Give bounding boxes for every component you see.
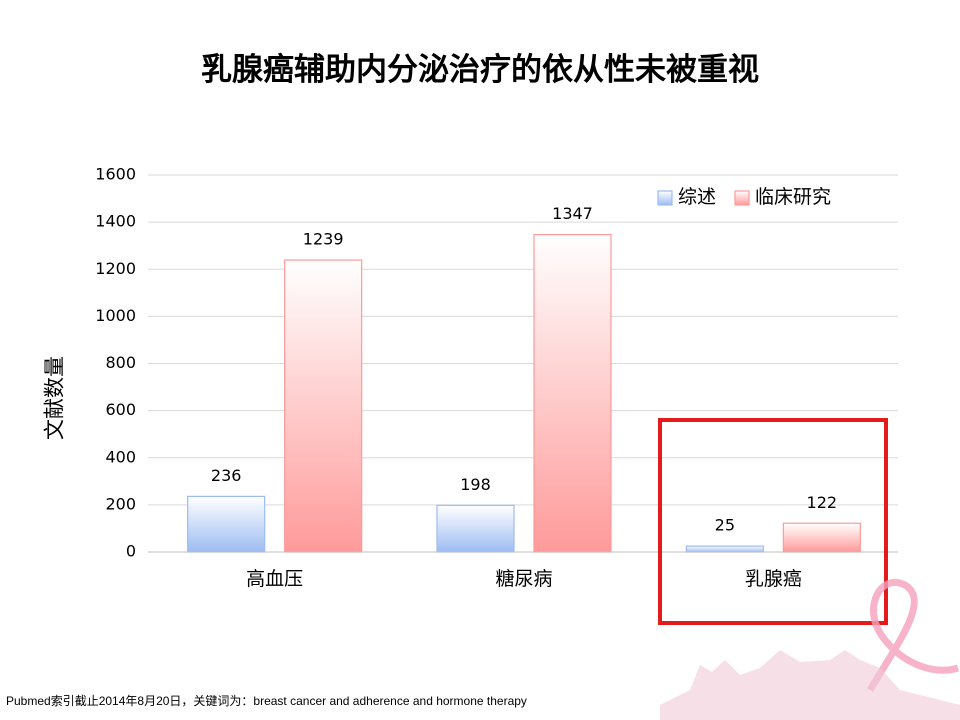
y-tick-label: 800 <box>105 353 136 372</box>
x-tick-label: 糖尿病 <box>495 568 552 590</box>
ribbon-decoration <box>866 579 960 692</box>
y-tick-label: 1600 <box>95 165 136 184</box>
legend-swatch <box>734 190 750 206</box>
legend-swatch <box>657 190 673 206</box>
bar <box>782 522 861 553</box>
bar <box>284 259 363 553</box>
x-tick-label: 乳腺癌 <box>745 568 802 590</box>
data-label: 122 <box>807 493 838 512</box>
legend-label: 综述 <box>678 186 716 208</box>
y-tick-label: 200 <box>105 494 136 513</box>
data-label: 198 <box>460 475 491 494</box>
footnote: Pubmed索引截止2014年8月20日，关键词为：breast cancer … <box>6 694 527 708</box>
y-tick-label: 400 <box>105 447 136 466</box>
x-tick-label: 高血压 <box>246 568 303 590</box>
y-tick-label: 1000 <box>95 306 136 325</box>
data-label: 236 <box>211 466 242 485</box>
bar <box>436 504 515 553</box>
data-label: 1239 <box>303 230 344 249</box>
bar <box>187 495 266 553</box>
y-tick-label: 1400 <box>95 212 136 231</box>
chart-title: 乳腺癌辅助内分泌治疗的依从性未被重视 <box>201 52 759 87</box>
skyline-decoration <box>660 650 960 720</box>
highlight-box <box>658 418 888 625</box>
y-axis-label: 文献数量 <box>43 356 67 440</box>
data-label: 1347 <box>552 204 593 223</box>
bar <box>685 545 764 553</box>
y-tick-label: 0 <box>126 542 136 561</box>
data-label: 25 <box>715 516 735 535</box>
y-tick-label: 1200 <box>95 259 136 278</box>
bar <box>533 234 612 553</box>
y-tick-label: 600 <box>105 400 136 419</box>
legend-label: 临床研究 <box>755 186 831 208</box>
plot: 0 200 400 600 800 1000 1200 1400 1600 高血压 236 1239 糖… <box>95 165 898 590</box>
